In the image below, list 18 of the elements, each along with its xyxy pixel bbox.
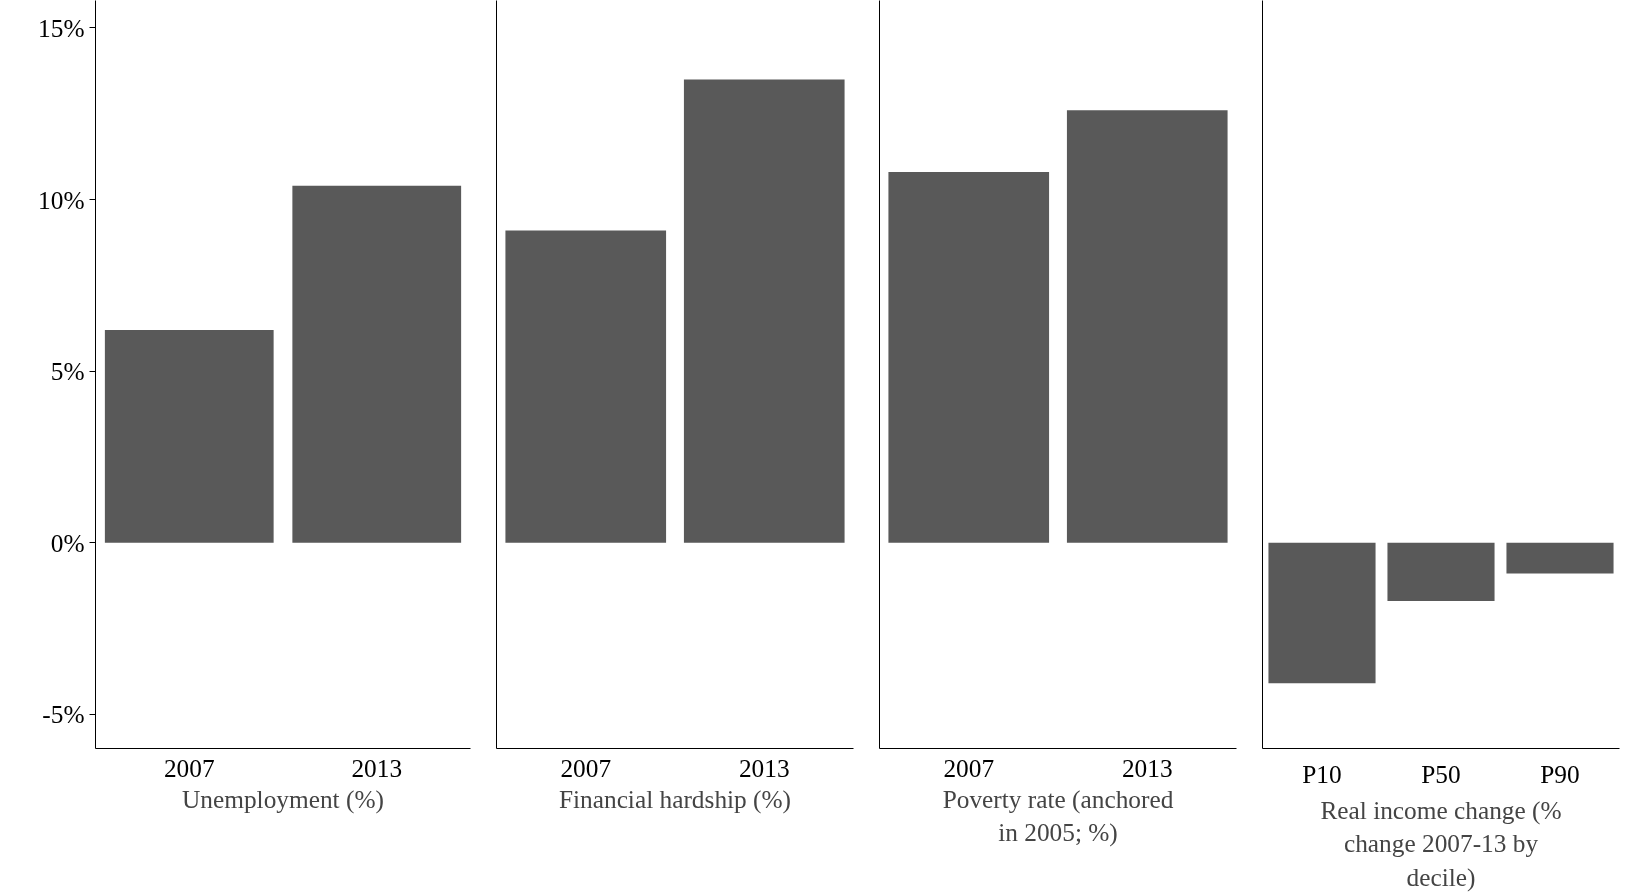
x-axis-title: Real income change (% change 2007-13 by decile) <box>1320 795 1562 892</box>
y-tick-label: 10% <box>38 185 85 214</box>
x-tick-label: 2007 <box>163 753 215 782</box>
y-tick-label: 0% <box>50 528 85 557</box>
x-tick-label: 2013 <box>738 753 790 782</box>
y-tick-label: 5% <box>50 357 85 386</box>
x-axis-title: Unemployment (%) <box>182 784 384 814</box>
x-tick-label: 2007 <box>560 753 612 782</box>
x-tick-label: P90 <box>1540 759 1580 788</box>
y-tick-label: 15% <box>38 13 85 42</box>
x-tick-label: 2013 <box>351 753 403 782</box>
x-axis-title: Poverty rate (anchored in 2005; %) <box>942 784 1174 848</box>
x-tick-label: 2013 <box>1121 753 1173 782</box>
x-tick-label: P10 <box>1302 759 1342 788</box>
x-axis-title: Financial hardship (%) <box>558 784 792 814</box>
x-tick-label: P50 <box>1421 759 1461 788</box>
y-tick-label: -5% <box>42 700 85 729</box>
x-tick-label: 2007 <box>943 753 995 782</box>
